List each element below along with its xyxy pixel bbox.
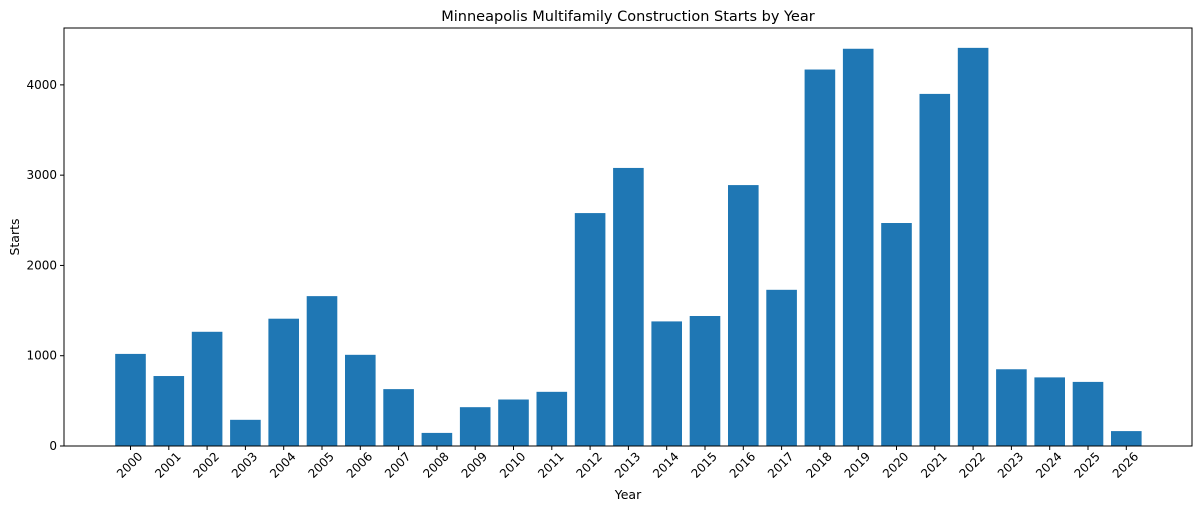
bar-2016 (728, 185, 759, 446)
x-tick-label: 2002 (191, 449, 222, 480)
bar-2009 (459, 407, 491, 446)
y-tick-label: 3000 (26, 168, 57, 182)
x-tick-label: 2019 (842, 449, 873, 480)
x-tick-label: 2024 (1033, 449, 1064, 480)
bar-2022 (957, 47, 989, 447)
y-tick-label: 2000 (26, 258, 57, 272)
x-tick-label: 2014 (650, 449, 681, 480)
x-tick-label: 2025 (1071, 449, 1102, 480)
bar-2023 (996, 369, 1027, 446)
x-tick-label: 2026 (1110, 449, 1141, 480)
x-tick-label: 2023 (995, 449, 1026, 480)
x-tick-label: 2016 (727, 449, 758, 480)
bar-2002 (191, 331, 223, 446)
y-tick-label: 1000 (26, 349, 57, 363)
x-tick-label: 2008 (420, 449, 451, 480)
x-tick-label: 2017 (765, 449, 796, 480)
x-tick-label: 2012 (574, 449, 605, 480)
x-tick-label: 2003 (229, 449, 260, 480)
bar-2012 (574, 213, 606, 446)
bar-2024 (1034, 377, 1065, 446)
bar-2008 (421, 432, 453, 446)
bar-2005 (306, 296, 338, 446)
x-tick-label: 2018 (803, 449, 834, 480)
x-tick-label: 2020 (880, 449, 911, 480)
bar-2001 (153, 376, 185, 446)
x-axis-title: Year (614, 487, 642, 502)
x-tick-label: 2021 (918, 449, 949, 480)
x-tick-label: 2022 (957, 449, 988, 480)
bar-2026 (1111, 431, 1142, 446)
bar-2025 (1072, 381, 1104, 446)
bar-2015 (689, 316, 721, 446)
bar-2003 (230, 419, 261, 446)
bar-2000 (115, 353, 146, 446)
bar-2017 (766, 289, 797, 446)
y-tick-label: 4000 (26, 78, 57, 92)
bar-2010 (498, 399, 529, 446)
x-tick-label: 2009 (459, 449, 490, 480)
x-tick-label: 2007 (382, 449, 413, 480)
bar-2018 (804, 69, 836, 446)
chart-title: Minneapolis Multifamily Construction Sta… (441, 9, 814, 25)
x-tick-label: 2005 (305, 449, 336, 480)
x-tick-label: 2001 (152, 449, 183, 480)
bar-2021 (919, 93, 951, 447)
x-tick-label: 2006 (344, 449, 375, 480)
x-tick-label: 2011 (535, 449, 566, 480)
bar-2011 (536, 391, 568, 446)
x-tick-label: 2000 (114, 449, 145, 480)
x-tick-label: 2015 (688, 449, 719, 480)
y-tick-label: 0 (49, 439, 57, 453)
bar-2019 (842, 48, 874, 446)
x-tick-label: 2010 (497, 449, 528, 480)
bar-2006 (345, 354, 376, 446)
y-axis-title: Starts (7, 218, 22, 255)
bar-2004 (268, 318, 299, 446)
bar-2014 (651, 321, 682, 446)
plot-area: 2000 2001 2002 2003 2004 2005 2006 2007 2008 2009… (26, 47, 1142, 481)
bar-2013 (613, 167, 644, 446)
bar-2007 (383, 389, 414, 446)
x-tick-label: 2013 (612, 449, 643, 480)
bar-2020 (881, 223, 912, 446)
x-tick-label: 2004 (267, 449, 298, 480)
plot-frame (63, 27, 1193, 447)
